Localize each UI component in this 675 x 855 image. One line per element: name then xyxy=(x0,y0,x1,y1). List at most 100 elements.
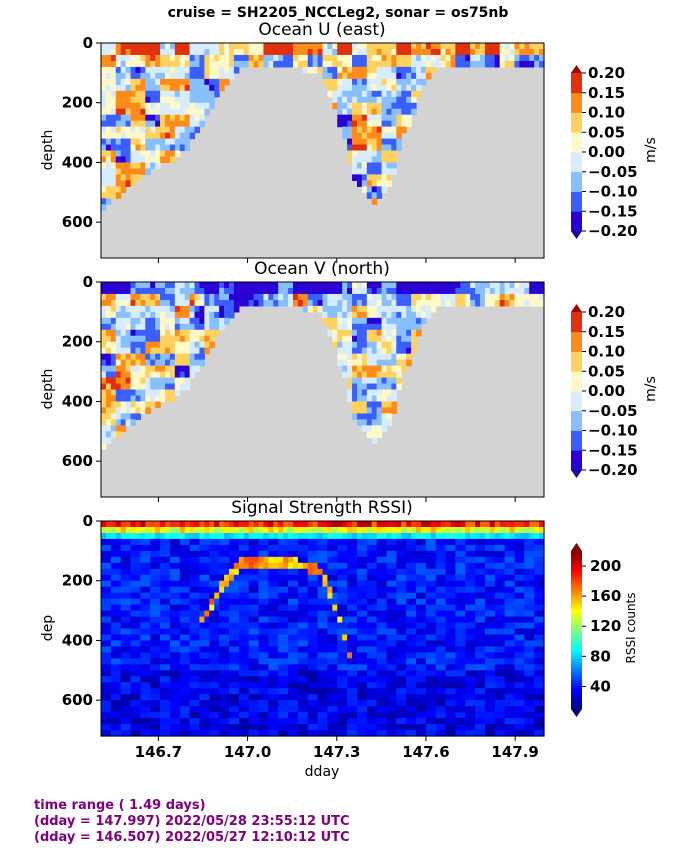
heatmap-cell xyxy=(140,568,146,576)
heatmap-cell xyxy=(101,401,107,409)
heatmap-cell xyxy=(160,72,166,80)
heatmap-cell xyxy=(184,347,191,355)
heatmap-cell xyxy=(425,712,432,719)
heatmap-cell xyxy=(105,329,112,337)
heatmap-cell xyxy=(189,688,196,695)
heatmap-cell xyxy=(342,562,348,570)
heatmap-cell xyxy=(209,317,215,325)
heatmap-cell xyxy=(322,712,329,719)
heatmap-cell xyxy=(356,43,363,50)
heatmap-cell xyxy=(194,568,201,576)
heatmap-cell xyxy=(155,162,161,170)
heatmap-cell xyxy=(110,688,117,695)
heatmap-cell xyxy=(140,66,146,74)
heatmap-cell xyxy=(425,598,432,606)
heatmap-cell xyxy=(164,299,171,307)
heatmap-cell xyxy=(381,311,388,319)
heatmap-cell xyxy=(376,598,383,606)
heatmap-cell xyxy=(480,60,486,68)
heatmap-cell xyxy=(110,180,117,187)
heatmap-cell xyxy=(238,700,245,707)
heatmap-cell xyxy=(101,568,107,576)
heatmap-cell xyxy=(164,395,171,403)
heatmap-cell xyxy=(435,580,442,588)
heatmap-cell xyxy=(189,90,196,98)
heatmap-cell xyxy=(115,78,122,86)
heatmap-cell xyxy=(179,574,186,582)
heatmap-cell xyxy=(155,329,161,337)
heatmap-cell xyxy=(430,556,437,564)
heatmap-cell xyxy=(164,383,171,391)
heatmap-cell xyxy=(327,676,333,683)
heatmap-cell xyxy=(189,126,196,134)
heatmap-cell xyxy=(391,341,397,349)
heatmap-cell xyxy=(204,610,210,618)
heatmap-cell xyxy=(440,682,447,689)
heatmap-cell xyxy=(475,616,481,624)
heatmap-cell xyxy=(480,550,486,558)
heatmap-cell xyxy=(155,335,161,343)
heatmap-cell xyxy=(278,287,284,295)
heatmap-cell xyxy=(101,694,107,701)
heatmap-cell xyxy=(361,66,368,74)
heatmap-cell xyxy=(204,526,210,534)
heatmap-cell xyxy=(110,102,117,110)
heatmap-cell xyxy=(224,640,230,648)
heatmap-cell xyxy=(391,90,397,98)
heatmap-cell xyxy=(307,526,314,534)
heatmap-cell xyxy=(115,568,122,576)
heatmap-cell xyxy=(150,640,156,648)
heatmap-cell xyxy=(381,425,388,432)
heatmap-cell xyxy=(110,126,117,134)
heatmap-cell xyxy=(248,521,255,528)
heatmap-cell xyxy=(455,48,461,56)
heatmap-cell xyxy=(248,670,255,677)
heatmap-cell xyxy=(130,610,137,618)
heatmap-cell xyxy=(420,54,427,62)
colorbar-tick-label: 0.15 xyxy=(588,84,625,102)
heatmap-cell xyxy=(145,592,151,600)
heatmap-cell xyxy=(381,114,388,122)
heatmap-cell xyxy=(174,658,181,665)
heatmap-cell xyxy=(356,610,363,618)
heatmap-cell xyxy=(283,652,289,659)
heatmap-cell xyxy=(391,377,397,385)
heatmap-cell xyxy=(101,724,107,731)
heatmap-cell xyxy=(145,335,151,343)
heatmap-cell xyxy=(145,287,151,295)
heatmap-cell xyxy=(125,48,132,56)
heatmap-cell xyxy=(361,78,368,86)
heatmap-cell xyxy=(125,682,132,689)
heatmap-cell xyxy=(371,586,378,594)
heatmap-cell xyxy=(164,72,171,80)
heatmap-cell xyxy=(140,48,146,56)
heatmap-cell xyxy=(470,670,476,677)
heatmap-cell xyxy=(174,60,181,68)
heatmap-cell xyxy=(450,54,456,62)
heatmap-cell xyxy=(164,371,171,379)
heatmap-cell xyxy=(253,574,260,582)
heatmap-cell xyxy=(219,706,225,713)
heatmap-cell xyxy=(145,108,151,116)
heatmap-cell xyxy=(115,604,122,612)
heatmap-cell xyxy=(396,287,402,295)
heatmap-cell xyxy=(184,329,191,337)
colorbar-tick-label: −0.10 xyxy=(588,422,638,440)
heatmap-cell xyxy=(337,78,343,86)
heatmap-cell xyxy=(194,592,201,600)
heatmap-cell xyxy=(204,293,210,301)
heatmap-cell xyxy=(283,682,289,689)
heatmap-cell xyxy=(332,60,338,68)
heatmap-cell xyxy=(391,700,397,707)
heatmap-cell xyxy=(376,120,383,128)
heatmap-cell xyxy=(416,311,422,319)
heatmap-cell xyxy=(189,84,196,92)
heatmap-cell xyxy=(352,610,358,618)
heatmap-cell xyxy=(105,335,112,343)
heatmap-cell xyxy=(105,634,112,642)
heatmap-cell xyxy=(509,43,516,50)
heatmap-cell xyxy=(164,90,171,98)
heatmap-cell xyxy=(322,610,329,618)
heatmap-cell xyxy=(356,72,363,80)
heatmap-cell xyxy=(317,664,324,671)
